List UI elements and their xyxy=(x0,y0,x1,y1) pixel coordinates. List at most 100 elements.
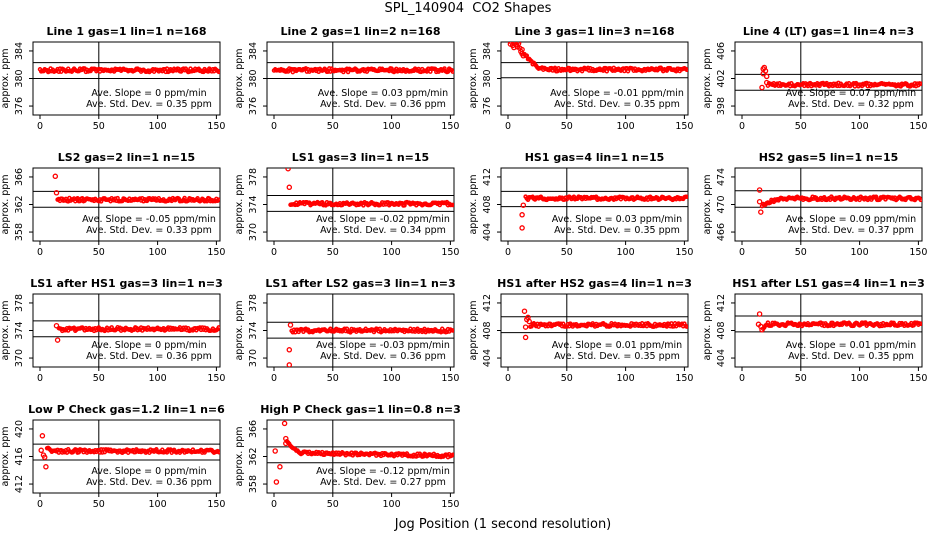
subplot-ls1-after-hs1: LS1 after HS1 gas=3 lin=1 n=3 0 50 100 150 37… xyxy=(0,268,234,394)
x-tick-label: 100 xyxy=(851,373,869,384)
y-tick-label: 376 xyxy=(248,97,259,115)
subplot-line-4-lt: Line 4 (LT) gas=1 lin=4 n=3 0 50 100 150 398 4… xyxy=(702,16,936,142)
x-axis: 0 50 100 150 xyxy=(37,367,225,384)
annotation-stddev: Ave. Std. Dev. = 0.36 ppm xyxy=(320,351,446,362)
data-points xyxy=(756,187,922,215)
y-tick-label: 408 xyxy=(482,321,493,339)
x-tick-label: 150 xyxy=(441,373,459,384)
data-points xyxy=(285,168,454,208)
data-point xyxy=(756,198,763,205)
x-tick-label: 0 xyxy=(37,373,43,384)
annotation-stddev: Ave. Std. Dev. = 0.34 ppm xyxy=(320,225,446,236)
subplot-hs1-after-hs2: HS1 after HS2 gas=4 lin=1 n=3 0 50 100 150 40… xyxy=(468,268,702,394)
x-tick-label: 150 xyxy=(675,121,693,132)
x-tick-label: 0 xyxy=(37,121,43,132)
subplot-title: LS1 after HS1 gas=3 lin=1 n=3 xyxy=(30,277,223,290)
annotation-slope: Ave. Slope = 0 ppm/min xyxy=(91,340,206,351)
annotation-stddev: Ave. Std. Dev. = 0.35 ppm xyxy=(554,225,680,236)
x-axis: 0 50 100 150 xyxy=(739,241,927,258)
subplot-canvas-ls2: LS2 gas=2 lin=1 n=15 0 50 100 150 358 362 366ap… xyxy=(0,151,225,258)
subplot-line-1: Line 1 gas=1 lin=1 n=168 0 50 100 150 376 380 3… xyxy=(0,16,234,142)
subplot-canvas-line-4-lt: Line 4 (LT) gas=1 lin=4 n=3 0 50 100 150 398 4… xyxy=(702,25,927,132)
data-points xyxy=(37,66,220,75)
annotation-stddev: Ave. Std. Dev. = 0.36 ppm xyxy=(320,99,446,110)
x-tick-label: 0 xyxy=(37,247,43,258)
x-axis: 0 50 100 150 xyxy=(37,493,225,510)
y-tick-label: 374 xyxy=(248,195,259,213)
y-tick-label: 384 xyxy=(482,42,493,60)
figure-x-axis-label: Jog Position (1 second resolution) xyxy=(394,517,612,532)
y-tick-label: 404 xyxy=(482,223,493,241)
subplot-hs1-after-ls1: HS1 after LS1 gas=4 lin=1 n=3 0 50 100 150 40… xyxy=(702,268,936,394)
y-tick-label: 412 xyxy=(716,294,727,312)
x-tick-label: 100 xyxy=(851,121,869,132)
x-tick-label: 150 xyxy=(207,121,225,132)
y-axis-label: approx. ppm xyxy=(702,300,713,360)
subplot-canvas-ls1-after-ls2: LS1 after LS2 gas=3 lin=1 n=3 0 50 100 150 37… xyxy=(234,277,459,384)
x-tick-label: 50 xyxy=(795,373,807,384)
data-point xyxy=(216,69,220,75)
subplot-canvas-ls1-after-hs1: LS1 after HS1 gas=3 lin=1 n=3 0 50 100 150 37… xyxy=(0,277,225,384)
annotation-stddev: Ave. Std. Dev. = 0.37 ppm xyxy=(788,225,914,236)
y-tick-label: 358 xyxy=(248,475,259,493)
annotation-stddev: Ave. Std. Dev. = 0.35 ppm xyxy=(86,99,212,110)
y-tick-label: 384 xyxy=(14,42,25,60)
y-axis-label: approx. ppm xyxy=(234,48,245,108)
data-point xyxy=(287,322,294,328)
y-tick-label: 402 xyxy=(716,69,727,87)
data-point xyxy=(41,454,48,460)
data-points xyxy=(759,64,922,91)
x-tick-label: 100 xyxy=(149,247,167,258)
x-tick-label: 50 xyxy=(93,121,105,132)
x-tick-label: 0 xyxy=(37,499,43,510)
data-point xyxy=(52,173,59,180)
y-axis-label: approx. ppm xyxy=(0,48,11,108)
x-tick-label: 0 xyxy=(505,373,511,384)
subplot-ls1: LS1 gas=3 lin=1 n=15 0 50 100 150 370 374 378 ap… xyxy=(234,142,468,268)
data-point xyxy=(519,212,525,218)
y-axis-label: approx. ppm xyxy=(702,174,713,234)
data-point xyxy=(450,202,454,208)
data-point xyxy=(759,84,765,91)
x-tick-label: 150 xyxy=(207,499,225,510)
data-point xyxy=(54,337,61,343)
data-point xyxy=(286,362,293,367)
y-axis-label: approx. ppm xyxy=(234,174,245,234)
data-point xyxy=(216,197,220,202)
y-tick-label: 358 xyxy=(14,223,25,241)
y-tick-label: 412 xyxy=(482,294,493,312)
x-tick-label: 150 xyxy=(675,373,693,384)
y-tick-label: 412 xyxy=(14,475,25,493)
data-point xyxy=(519,225,525,231)
x-tick-label: 100 xyxy=(149,373,167,384)
y-tick-label: 466 xyxy=(716,223,727,241)
y-tick-label: 408 xyxy=(716,321,727,339)
subplot-title: LS2 gas=2 lin=1 n=15 xyxy=(58,151,195,164)
subplot-title: Low P Check gas=1.2 lin=1 n=6 xyxy=(28,403,225,416)
annotation-slope: Ave. Slope = 0.03 ppm/min xyxy=(552,214,682,225)
data-points xyxy=(521,308,688,341)
x-tick-label: 100 xyxy=(383,247,401,258)
annotation-stddev: Ave. Std. Dev. = 0.27 ppm xyxy=(320,477,446,488)
data-points xyxy=(519,194,688,231)
data-point xyxy=(285,168,291,172)
x-tick-label: 100 xyxy=(617,247,635,258)
y-tick-label: 398 xyxy=(716,97,727,115)
x-tick-label: 50 xyxy=(327,499,339,510)
data-points xyxy=(271,66,454,75)
subplot-title: Line 2 gas=1 lin=2 n=168 xyxy=(280,25,440,38)
x-axis: 0 50 100 150 xyxy=(271,241,459,258)
data-point xyxy=(763,73,770,80)
x-tick-label: 100 xyxy=(383,121,401,132)
data-point xyxy=(684,194,688,199)
subplot-ls2: LS2 gas=2 lin=1 n=15 0 50 100 150 358 362 366 ap… xyxy=(0,142,234,268)
data-points xyxy=(755,311,922,333)
